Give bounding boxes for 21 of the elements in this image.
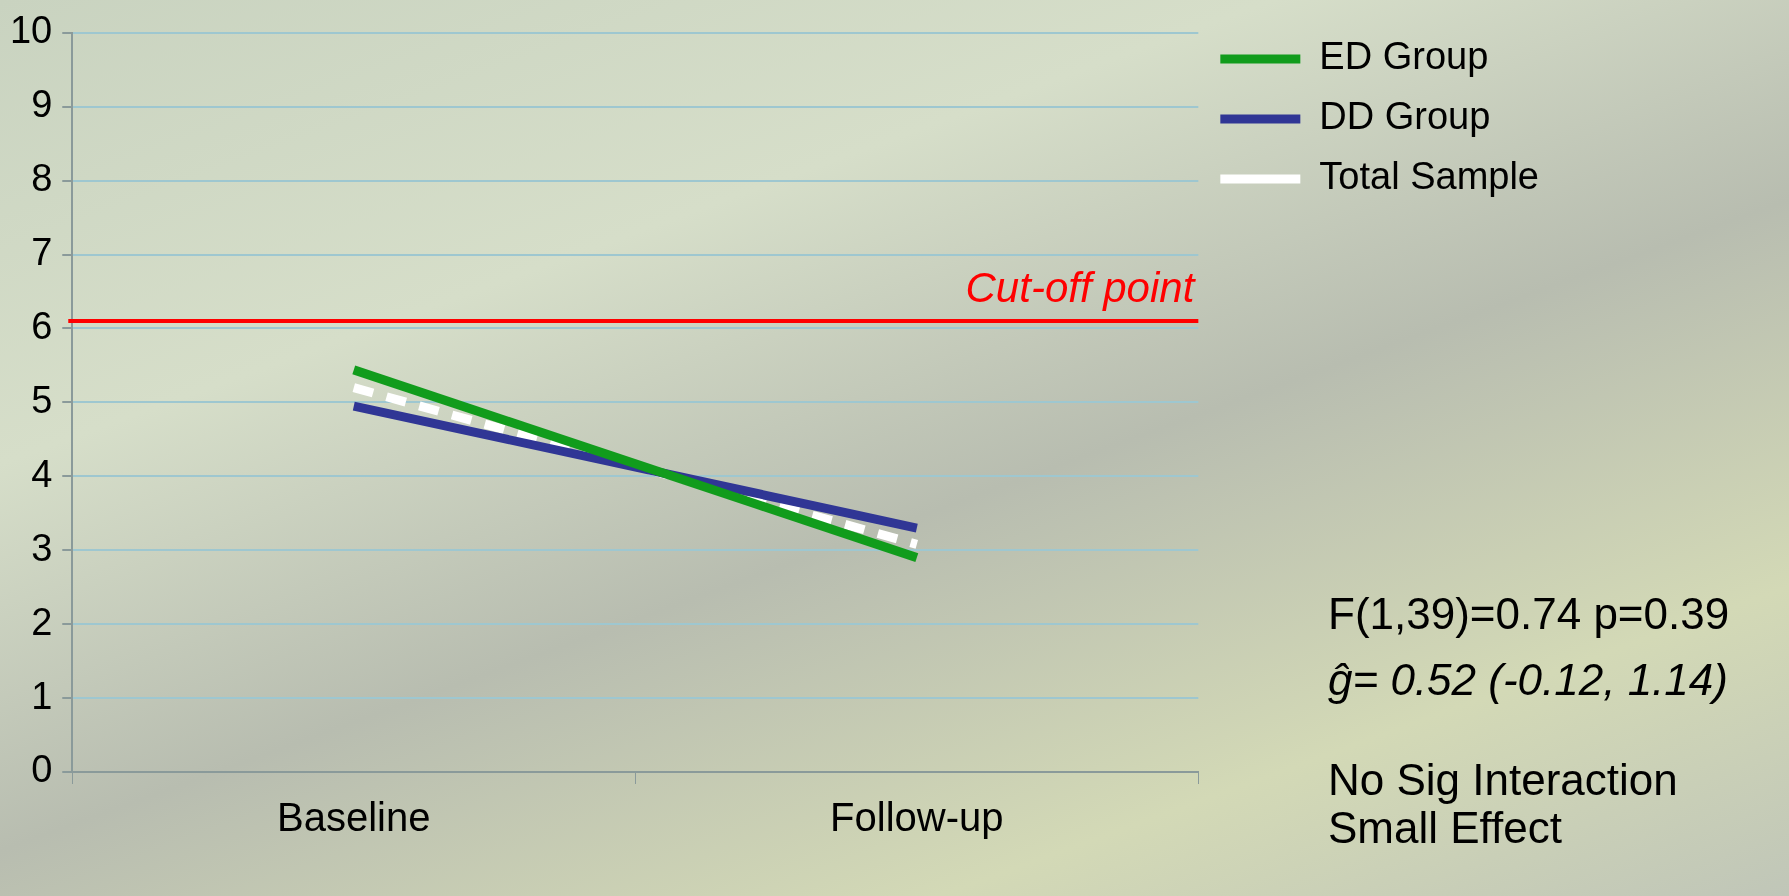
y-tick-label: 10 (9, 9, 53, 52)
text: ĝ= 0.52 (-0.12, 1.14) (1328, 655, 1729, 704)
y-tick-label: 0 (31, 748, 53, 791)
x-tick-label: Baseline (277, 795, 431, 840)
y-tick-label: 3 (31, 526, 53, 569)
y-tick-label: 9 (31, 83, 53, 126)
text: F(1,39)=0.74 p=0.39 (1328, 589, 1730, 638)
y-tick-label: 8 (31, 157, 53, 200)
y-tick-label: 2 (31, 600, 53, 643)
text: No Sig Interaction (1328, 755, 1679, 804)
y-tick-label: 1 (31, 674, 53, 717)
y-tick-label: 4 (31, 452, 53, 495)
y-tick-label: 6 (31, 304, 53, 347)
legend-label: ED Group (1319, 35, 1489, 78)
ref-line-label: Cut-off point (965, 263, 1197, 311)
x-tick-label: Follow-up (830, 795, 1004, 840)
y-tick-label: 7 (31, 231, 53, 274)
legend-label: Total Sample (1319, 155, 1539, 198)
text: Small Effect (1328, 803, 1563, 852)
y-tick-label: 5 (31, 378, 53, 421)
legend-label: DD Group (1319, 95, 1491, 138)
